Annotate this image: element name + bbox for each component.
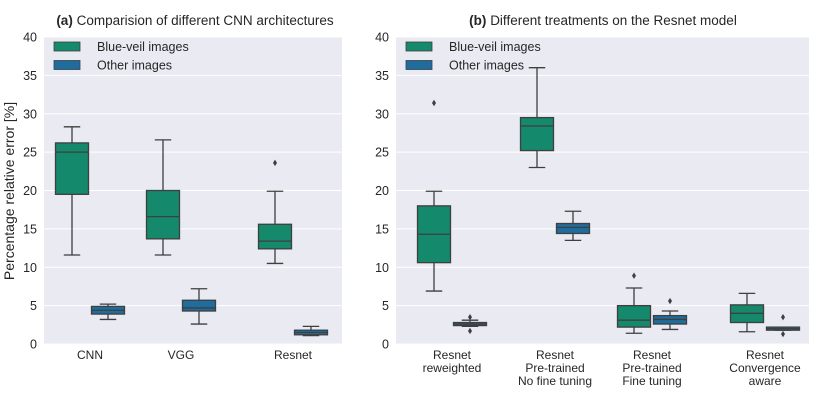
box-iqr — [145, 189, 181, 240]
y-axis-label: Percentage relative error [%] — [1, 102, 17, 280]
box-a-other-2 — [293, 325, 329, 337]
y-tick-label: 30 — [23, 107, 37, 121]
y-tick-label: 25 — [23, 146, 37, 160]
x-tick-label: Resnet reweighted — [423, 348, 482, 375]
y-tick-label: 15 — [375, 222, 389, 236]
panel-b-title-prefix: (b) — [469, 13, 486, 28]
y-tick-label: 15 — [23, 222, 37, 236]
x-tick-label-line: Resnet — [746, 348, 785, 362]
box-iqr — [519, 116, 555, 152]
x-tick-label-line: VGG — [168, 348, 195, 362]
x-tick-label-line: Resnet — [633, 348, 672, 362]
legend-label: Other images — [449, 59, 524, 73]
box-b-blue-veil-2 — [616, 272, 652, 334]
x-tick-label-line: Pre-trained — [622, 361, 681, 375]
legend-label: Blue-veil images — [449, 40, 541, 54]
legend-label: Other images — [97, 59, 172, 73]
x-tick-label-line: Resnet — [433, 348, 472, 362]
x-tick-label-line: Convergence — [729, 361, 801, 375]
box-iqr — [257, 223, 293, 250]
panel-a-title: (a) Comparision of different CNN archite… — [56, 13, 334, 28]
legend-swatch — [53, 41, 81, 52]
panel-a: (a) Comparision of different CNN archite… — [23, 13, 342, 362]
x-tick-label-line: No fine tuning — [518, 374, 592, 388]
x-tick-label-line: Fine tuning — [622, 374, 681, 388]
box-b-blue-veil-0 — [416, 99, 452, 292]
y-tick-label: 10 — [23, 261, 37, 275]
y-tick-label: 10 — [375, 261, 389, 275]
x-tick-label: Resnet Pre-trained No fine tuning — [518, 348, 592, 388]
panel-a-title-prefix: (a) — [56, 13, 73, 28]
y-tick-label: 35 — [375, 69, 389, 83]
flier-point — [668, 297, 672, 305]
y-tick-label: 40 — [375, 31, 389, 45]
box-a-other-0 — [90, 303, 126, 321]
panel-b-title: (b) Different treatments on the Resnet m… — [469, 13, 737, 28]
y-tick-label: 5 — [30, 299, 37, 313]
legend-swatch — [53, 60, 81, 70]
box-iqr — [555, 222, 591, 235]
flier-point — [468, 313, 472, 321]
box-b-blue-veil-3 — [729, 292, 765, 333]
box-iqr — [181, 299, 217, 312]
y-tick-label: 0 — [30, 338, 37, 352]
panel-b: (b) Different treatments on the Resnet m… — [375, 13, 809, 388]
panel-b-title-text: Different treatments on the Resnet model — [490, 13, 737, 28]
x-tick-label: VGG — [168, 348, 195, 362]
legend-label: Blue-veil images — [97, 40, 189, 54]
flier-point — [432, 99, 436, 107]
legend-swatch — [405, 41, 433, 52]
box-a-blue-veil-2 — [257, 159, 293, 265]
x-tick-label-line: Resnet — [536, 348, 575, 362]
x-tick-label: Resnet Pre-trained Fine tuning — [622, 348, 681, 388]
box-iqr — [54, 142, 90, 195]
x-tick-label-line: Pre-trained — [525, 361, 584, 375]
x-tick-label-line: reweighted — [423, 361, 482, 375]
x-tick-label-line: aware — [749, 374, 782, 388]
box-b-other-1 — [555, 210, 591, 242]
y-tick-label: 5 — [382, 299, 389, 313]
y-tick-label: 20 — [23, 184, 37, 198]
flier-point — [781, 330, 785, 338]
x-tick-label: CNN — [77, 348, 103, 362]
y-tick-label: 20 — [375, 184, 389, 198]
box-b-blue-veil-1 — [519, 67, 555, 169]
x-tick-label-line: CNN — [77, 348, 103, 362]
box-a-blue-veil-1 — [145, 139, 181, 256]
y-tick-label: 30 — [375, 107, 389, 121]
legend-swatch — [405, 60, 433, 70]
y-tick-label: 25 — [375, 146, 389, 160]
y-tick-label: 0 — [382, 338, 389, 352]
flier-point — [781, 313, 785, 321]
box-b-other-0 — [452, 313, 488, 335]
flier-point — [273, 159, 277, 167]
y-tick-label: 35 — [23, 69, 37, 83]
y-tick-label: 40 — [23, 31, 37, 45]
flier-point — [468, 327, 472, 335]
panel-a-title-text: Comparision of different CNN architectur… — [77, 13, 334, 28]
box-a-other-1 — [181, 288, 217, 325]
flier-point — [632, 272, 636, 279]
box-a-blue-veil-0 — [54, 126, 90, 256]
box-b-other-3 — [765, 313, 801, 338]
x-tick-label-line: Resnet — [274, 348, 313, 362]
box-iqr — [616, 304, 652, 328]
x-tick-label: Resnet — [274, 348, 313, 362]
box-b-other-2 — [652, 297, 688, 331]
x-tick-label: Resnet Convergence aware — [729, 348, 801, 388]
